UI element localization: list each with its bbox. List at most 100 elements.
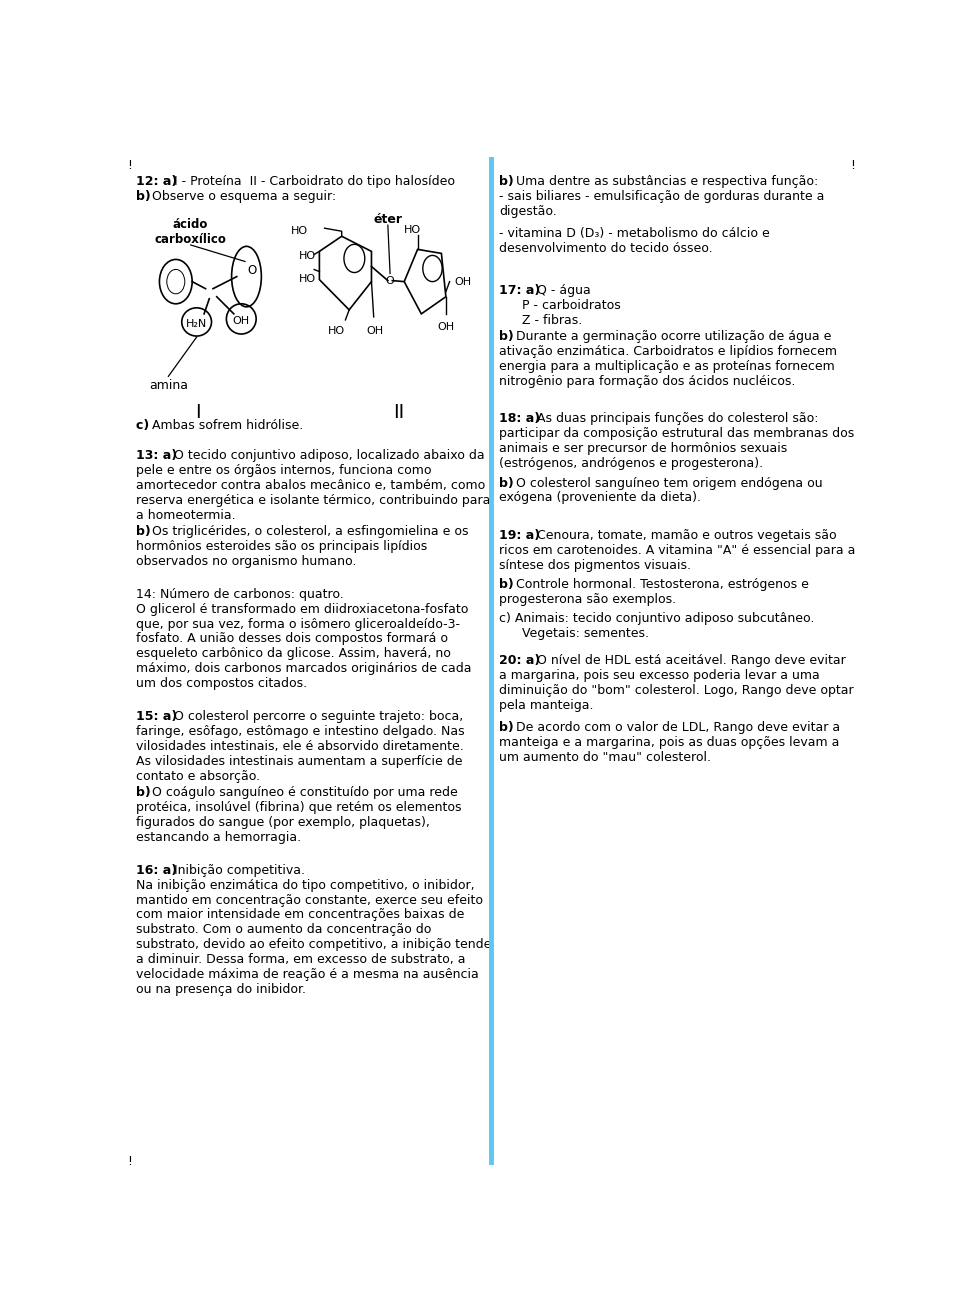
Text: um dos compostos citados.: um dos compostos citados.	[136, 677, 307, 690]
Text: O coágulo sanguíneo é constituído por uma rede: O coágulo sanguíneo é constituído por um…	[153, 787, 458, 798]
Text: O: O	[386, 276, 395, 285]
Text: ou na presença do inibidor.: ou na presença do inibidor.	[136, 983, 306, 996]
Text: b): b)	[499, 721, 518, 734]
Text: HO: HO	[404, 225, 421, 236]
Text: éter: éter	[373, 213, 402, 226]
Text: manteiga e a margarina, pois as duas opções levam a: manteiga e a margarina, pois as duas opç…	[499, 736, 840, 749]
Text: b): b)	[499, 579, 518, 590]
Text: O nível de HDL está aceitável. Rango deve evitar: O nível de HDL está aceitável. Rango dev…	[537, 654, 846, 668]
Text: Na inibição enzimática do tipo competitivo, o inibidor,: Na inibição enzimática do tipo competiti…	[136, 878, 475, 891]
Text: pele e entre os órgãos internos, funciona como: pele e entre os órgãos internos, funcion…	[136, 463, 432, 476]
Text: As duas principais funções do colesterol são:: As duas principais funções do colesterol…	[537, 412, 819, 425]
Text: H₂N: H₂N	[186, 319, 207, 329]
Text: - vitamina D (D₃) - metabolismo do cálcio e: - vitamina D (D₃) - metabolismo do cálci…	[499, 228, 770, 241]
Text: ativação enzimática. Carboidratos e lipídios fornecem: ativação enzimática. Carboidratos e lipí…	[499, 346, 837, 359]
Text: com maior intensidade em concentrações baixas de: com maior intensidade em concentrações b…	[136, 908, 465, 922]
Text: I - Proteína  II - Carboidrato do tipo halosídeo: I - Proteína II - Carboidrato do tipo ha…	[174, 175, 455, 188]
Text: 19: a): 19: a)	[499, 529, 545, 542]
Text: HO: HO	[300, 274, 317, 284]
Text: 13: a): 13: a)	[136, 449, 181, 462]
Text: Durante a germinação ocorre utilização de água e: Durante a germinação ocorre utilização d…	[516, 330, 831, 343]
Text: b): b)	[499, 175, 518, 188]
Text: observados no organismo humano.: observados no organismo humano.	[136, 555, 357, 568]
Text: Controle hormonal. Testosterona, estrógenos e: Controle hormonal. Testosterona, estróge…	[516, 579, 808, 590]
Text: Cenoura, tomate, mamão e outros vegetais são: Cenoura, tomate, mamão e outros vegetais…	[537, 529, 836, 542]
Text: máximo, dois carbonos marcados originários de cada: máximo, dois carbonos marcados originári…	[136, 662, 472, 675]
Text: reserva energética e isolante térmico, contribuindo para: reserva energética e isolante térmico, c…	[136, 493, 491, 507]
Text: O: O	[428, 263, 437, 274]
Text: OH: OH	[367, 326, 384, 336]
Text: II: II	[394, 403, 404, 421]
Text: !: !	[850, 160, 855, 171]
Text: 14: Número de carbonos: quatro.: 14: Número de carbonos: quatro.	[136, 588, 344, 601]
Text: Vegetais: sementes.: Vegetais: sementes.	[522, 627, 649, 640]
Text: (estrógenos, andrógenos e progesterona).: (estrógenos, andrógenos e progesterona).	[499, 457, 763, 470]
Text: HO: HO	[300, 251, 317, 262]
Text: 12: a): 12: a)	[136, 175, 182, 188]
Text: b): b)	[499, 330, 518, 343]
Text: amina: amina	[149, 380, 188, 393]
Text: ricos em carotenoides. A vitamina "A" é essencial para a: ricos em carotenoides. A vitamina "A" é …	[499, 543, 855, 556]
Circle shape	[422, 255, 443, 281]
Text: substrato, devido ao efeito competitivo, a inibição tende: substrato, devido ao efeito competitivo,…	[136, 939, 492, 952]
Text: O: O	[247, 264, 256, 278]
Text: estancando a hemorragia.: estancando a hemorragia.	[136, 831, 301, 844]
Text: O glicerol é transformado em diidroxiacetona-fosfato: O glicerol é transformado em diidroxiace…	[136, 602, 468, 615]
Circle shape	[344, 245, 365, 272]
Text: desenvolvimento do tecido ósseo.: desenvolvimento do tecido ósseo.	[499, 242, 713, 255]
Text: O: O	[350, 251, 359, 262]
Text: hormônios esteroides são os principais lipídios: hormônios esteroides são os principais l…	[136, 541, 427, 552]
Text: ácido: ácido	[173, 219, 208, 232]
Text: a margarina, pois seu excesso poderia levar a uma: a margarina, pois seu excesso poderia le…	[499, 669, 820, 682]
Text: pela manteiga.: pela manteiga.	[499, 699, 594, 712]
Text: esqueleto carbônico da glicose. Assim, haverá, no: esqueleto carbônico da glicose. Assim, h…	[136, 648, 451, 660]
Text: contato e absorção.: contato e absorção.	[136, 770, 260, 783]
Text: a diminuir. Dessa forma, em excesso de substrato, a: a diminuir. Dessa forma, em excesso de s…	[136, 953, 466, 966]
Text: b): b)	[499, 476, 518, 490]
Text: OH: OH	[438, 322, 454, 332]
Text: c) Animais: tecido conjuntivo adiposo subcutâneo.: c) Animais: tecido conjuntivo adiposo su…	[499, 613, 815, 626]
Text: Z - fibras.: Z - fibras.	[522, 314, 582, 327]
Text: protéica, insolúvel (fibrina) que retém os elementos: protéica, insolúvel (fibrina) que retém …	[136, 801, 462, 814]
Text: substrato. Com o aumento da concentração do: substrato. Com o aumento da concentração…	[136, 923, 432, 936]
Text: P - carboidratos: P - carboidratos	[522, 298, 620, 312]
Text: participar da composição estrutural das membranas dos: participar da composição estrutural das …	[499, 427, 854, 440]
Text: O tecido conjuntivo adiposo, localizado abaixo da: O tecido conjuntivo adiposo, localizado …	[174, 449, 485, 462]
Text: O colesterol percorre o seguinte trajeto: boca,: O colesterol percorre o seguinte trajeto…	[174, 709, 463, 723]
Text: digestão.: digestão.	[499, 206, 557, 219]
Text: nitrogênio para formação dos ácidos nucléicos.: nitrogênio para formação dos ácidos nucl…	[499, 376, 796, 387]
Text: Q - água: Q - água	[537, 284, 590, 297]
Text: que, por sua vez, forma o isômero gliceroaldeído-3-: que, por sua vez, forma o isômero glicer…	[136, 618, 461, 631]
Text: síntese dos pigmentos visuais.: síntese dos pigmentos visuais.	[499, 559, 691, 572]
Text: diminuição do "bom" colesterol. Logo, Rango deve optar: diminuição do "bom" colesterol. Logo, Ra…	[499, 683, 854, 696]
Text: b): b)	[136, 787, 156, 798]
Text: HO: HO	[328, 326, 345, 336]
Text: vilosidades intestinais, ele é absorvido diretamente.: vilosidades intestinais, ele é absorvido…	[136, 740, 464, 753]
Text: progesterona são exemplos.: progesterona são exemplos.	[499, 593, 677, 606]
Text: 15: a): 15: a)	[136, 709, 182, 723]
Text: I: I	[195, 403, 201, 421]
Text: carboxílico: carboxílico	[155, 233, 227, 246]
Text: figurados do sangue (por exemplo, plaquetas),: figurados do sangue (por exemplo, plaque…	[136, 816, 430, 829]
Text: De acordo com o valor de LDL, Rango deve evitar a: De acordo com o valor de LDL, Rango deve…	[516, 721, 840, 734]
Text: O: O	[350, 254, 358, 263]
Text: Os triglicérides, o colesterol, a esfingomielina e os: Os triglicérides, o colesterol, a esfing…	[153, 525, 468, 538]
Text: exógena (proveniente da dieta).: exógena (proveniente da dieta).	[499, 491, 702, 504]
Text: velocidade máxima de reação é a mesma na ausência: velocidade máxima de reação é a mesma na…	[136, 969, 479, 982]
Text: HO: HO	[291, 226, 308, 236]
Text: 18: a): 18: a)	[499, 412, 545, 425]
Text: 16: a): 16: a)	[136, 864, 181, 877]
Text: OH: OH	[232, 315, 250, 326]
Text: mantido em concentração constante, exerce seu efeito: mantido em concentração constante, exerc…	[136, 894, 484, 907]
Text: c): c)	[136, 419, 154, 432]
Text: 20: a): 20: a)	[499, 654, 545, 668]
Text: um aumento do "mau" colesterol.: um aumento do "mau" colesterol.	[499, 751, 711, 764]
Text: amortecedor contra abalos mecânico e, também, como: amortecedor contra abalos mecânico e, ta…	[136, 479, 486, 492]
Text: Inibição competitiva.: Inibição competitiva.	[174, 864, 305, 877]
Text: b): b)	[136, 190, 156, 203]
Text: !: !	[128, 1155, 132, 1168]
Text: OH: OH	[455, 276, 472, 287]
Text: Ambas sofrem hidrólise.: Ambas sofrem hidrólise.	[153, 419, 303, 432]
Text: b): b)	[136, 525, 156, 538]
Text: a homeotermia.: a homeotermia.	[136, 509, 236, 522]
